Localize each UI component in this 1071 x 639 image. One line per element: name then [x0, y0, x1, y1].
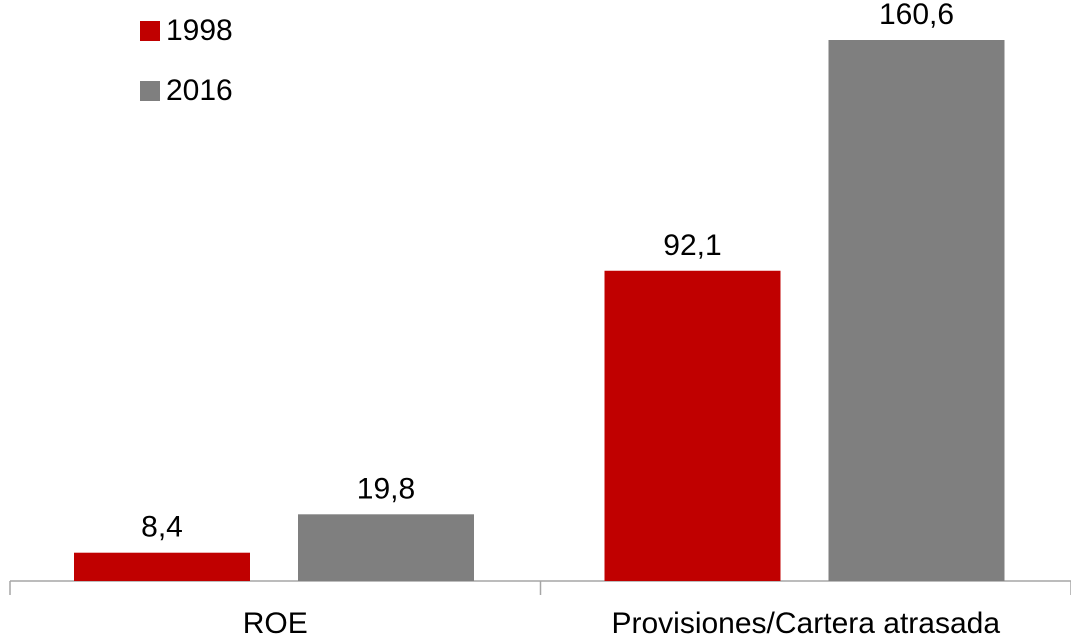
legend-label-1998: 1998	[166, 14, 233, 47]
category-label-0: ROE	[243, 607, 308, 639]
bar-1998-0	[74, 552, 250, 581]
legend-swatch-1998	[140, 21, 160, 41]
legend: 1998 2016	[140, 14, 233, 134]
legend-label-2016: 2016	[166, 74, 233, 107]
data-label-2016-1: 160,6	[879, 0, 954, 31]
data-label-1998-0: 8,4	[141, 511, 183, 544]
bar-2016-1	[828, 40, 1005, 581]
legend-item-2016: 2016	[140, 74, 233, 108]
legend-item-1998: 1998	[140, 14, 233, 48]
legend-swatch-2016	[140, 81, 160, 101]
data-label-2016-0: 19,8	[357, 472, 415, 505]
bar-2016-0	[298, 514, 474, 581]
bar-1998-1	[604, 270, 781, 581]
data-label-1998-1: 92,1	[663, 229, 721, 262]
category-label-1: Provisiones/Cartera atrasada	[611, 607, 1000, 639]
